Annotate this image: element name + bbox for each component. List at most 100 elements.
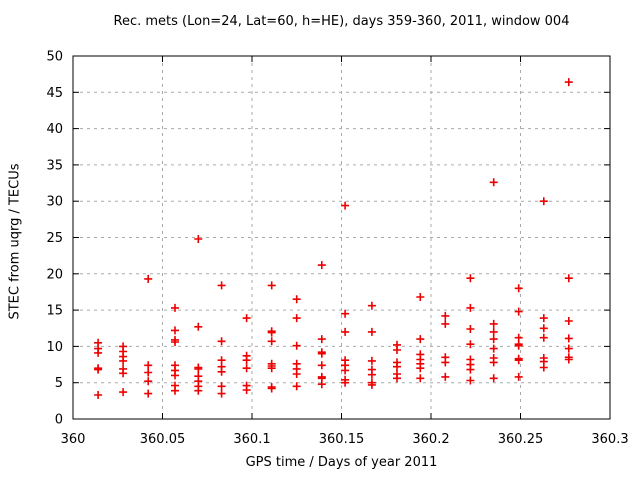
data-point bbox=[217, 337, 226, 346]
y-tick-label: 10 bbox=[46, 340, 63, 355]
data-point bbox=[171, 386, 179, 395]
data-point bbox=[489, 344, 498, 353]
x-tick-label: 360.25 bbox=[498, 432, 544, 447]
data-point bbox=[564, 344, 573, 353]
x-tick-label: 360.1 bbox=[233, 432, 270, 447]
data-points bbox=[94, 78, 573, 399]
y-tick-label: 0 bbox=[55, 413, 63, 428]
data-point bbox=[217, 281, 226, 290]
data-point bbox=[393, 346, 401, 354]
data-point bbox=[539, 197, 548, 206]
x-tick-label: 360.15 bbox=[319, 432, 365, 447]
data-point bbox=[341, 378, 350, 387]
data-point bbox=[341, 327, 350, 336]
data-point bbox=[94, 365, 103, 374]
data-point bbox=[489, 327, 498, 336]
y-tick-label: 40 bbox=[46, 122, 63, 137]
data-point bbox=[393, 362, 401, 371]
data-point bbox=[217, 389, 226, 398]
data-point bbox=[341, 366, 350, 375]
data-point bbox=[514, 356, 523, 365]
data-point bbox=[267, 384, 276, 393]
x-tick-label: 360 bbox=[61, 432, 86, 447]
data-point bbox=[94, 348, 103, 357]
data-point bbox=[267, 328, 276, 337]
data-point bbox=[489, 374, 498, 383]
data-point bbox=[242, 364, 251, 373]
data-point bbox=[194, 364, 203, 373]
data-point bbox=[489, 178, 498, 187]
data-point bbox=[416, 293, 425, 301]
data-point bbox=[194, 386, 203, 395]
data-point bbox=[489, 319, 498, 328]
data-point bbox=[466, 365, 475, 374]
data-point bbox=[292, 382, 301, 391]
data-point bbox=[317, 261, 326, 270]
y-tick-label: 45 bbox=[46, 86, 63, 101]
data-point bbox=[119, 388, 128, 397]
data-point bbox=[466, 340, 475, 349]
data-point bbox=[242, 356, 251, 365]
data-point bbox=[144, 389, 153, 398]
data-point bbox=[94, 391, 103, 399]
data-point bbox=[292, 314, 301, 323]
chart-title: Rec. mets (Lon=24, Lat=60, h=HE), days 3… bbox=[113, 14, 570, 29]
y-tick-label: 25 bbox=[46, 231, 63, 246]
data-point bbox=[466, 303, 475, 312]
data-point bbox=[242, 314, 251, 323]
data-point bbox=[564, 355, 573, 364]
data-point bbox=[267, 337, 276, 346]
data-point bbox=[441, 319, 450, 328]
data-point bbox=[144, 361, 153, 370]
x-tick-label: 360.05 bbox=[140, 432, 186, 447]
data-point bbox=[341, 309, 350, 318]
data-point bbox=[317, 335, 326, 344]
data-point bbox=[267, 281, 276, 290]
x-axis-label: GPS time / Days of year 2011 bbox=[245, 455, 438, 470]
data-point bbox=[367, 301, 376, 310]
x-tick-label: 360.2 bbox=[412, 432, 449, 447]
data-point bbox=[564, 78, 573, 87]
y-tick-label: 30 bbox=[46, 195, 63, 210]
data-point bbox=[119, 356, 128, 365]
y-tick-label: 50 bbox=[46, 50, 63, 65]
data-point bbox=[514, 307, 523, 316]
y-tick-label: 20 bbox=[46, 267, 63, 282]
data-point bbox=[267, 364, 276, 373]
data-point bbox=[367, 327, 376, 336]
data-point bbox=[242, 386, 251, 394]
x-tick-label: 360.3 bbox=[591, 432, 628, 447]
data-point bbox=[367, 356, 376, 365]
data-point bbox=[317, 380, 326, 389]
data-point bbox=[144, 377, 153, 386]
data-point bbox=[441, 372, 450, 381]
data-point bbox=[171, 303, 179, 312]
data-point bbox=[564, 334, 573, 343]
y-tick-label: 15 bbox=[46, 304, 63, 319]
data-point bbox=[539, 314, 548, 323]
data-point bbox=[194, 235, 203, 243]
data-point bbox=[367, 370, 376, 379]
plot-border bbox=[72, 55, 611, 420]
data-point bbox=[466, 376, 475, 385]
data-point bbox=[416, 364, 425, 373]
data-point bbox=[539, 363, 548, 372]
data-point bbox=[367, 380, 376, 389]
data-point bbox=[217, 367, 226, 376]
data-point bbox=[416, 335, 425, 344]
y-axis-label: STEC from uqrg / TECUs bbox=[7, 163, 23, 320]
data-point bbox=[194, 322, 203, 331]
data-point bbox=[514, 372, 523, 381]
data-point bbox=[144, 274, 153, 283]
data-point bbox=[144, 368, 153, 377]
y-tick-label: 35 bbox=[46, 158, 63, 173]
data-point bbox=[466, 274, 475, 283]
data-point bbox=[514, 284, 523, 293]
data-point bbox=[341, 201, 350, 210]
data-point bbox=[564, 317, 573, 325]
y-tick-label: 5 bbox=[55, 376, 63, 391]
data-point bbox=[292, 370, 301, 378]
data-point bbox=[514, 341, 523, 350]
